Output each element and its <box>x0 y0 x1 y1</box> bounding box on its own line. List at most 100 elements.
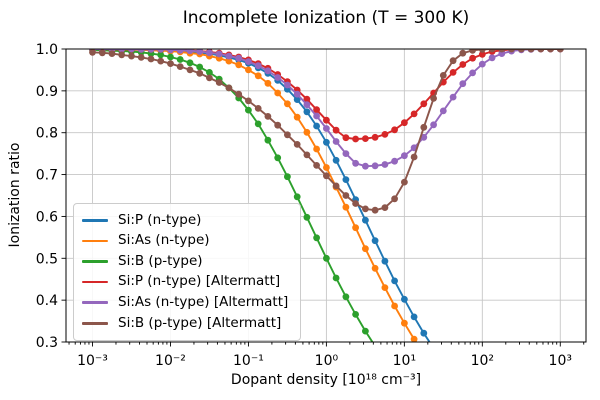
data-point <box>401 295 408 303</box>
data-point <box>254 72 262 80</box>
data-point <box>293 113 301 121</box>
data-point <box>274 121 282 129</box>
data-point <box>449 93 457 101</box>
data-point <box>459 80 467 88</box>
data-point <box>176 56 184 63</box>
data-point <box>196 49 204 55</box>
data-point <box>332 182 340 190</box>
data-point <box>332 274 340 282</box>
data-point <box>391 157 398 165</box>
data-point <box>401 152 408 160</box>
data-point <box>371 264 379 272</box>
data-point <box>449 57 457 65</box>
legend-label: Si:P (n-type) <box>118 211 202 228</box>
data-point <box>245 66 252 74</box>
data-point <box>206 74 213 82</box>
data-point <box>206 49 213 57</box>
data-point <box>186 59 194 67</box>
legend-label: Si:P (n-type) [Altermatt] <box>118 273 281 290</box>
data-point <box>537 49 545 53</box>
data-point <box>303 95 311 103</box>
data-point <box>469 54 476 62</box>
data-point <box>401 119 408 127</box>
data-point <box>556 49 564 53</box>
data-point <box>264 67 272 75</box>
data-point <box>147 49 155 53</box>
data-point <box>488 54 496 62</box>
data-point <box>313 162 320 169</box>
legend-line-sample <box>82 301 108 304</box>
data-point <box>372 343 379 350</box>
data-point <box>323 125 330 132</box>
data-point <box>303 108 311 116</box>
data-point <box>254 105 262 112</box>
data-point <box>176 63 184 70</box>
data-point <box>342 293 350 301</box>
data-point <box>410 313 418 321</box>
data-point <box>293 141 301 148</box>
data-point <box>245 97 252 105</box>
data-point <box>186 66 194 74</box>
data-point <box>498 49 506 53</box>
data-point <box>137 54 145 61</box>
data-point <box>469 69 476 77</box>
data-point <box>118 51 126 59</box>
data-point <box>235 90 243 98</box>
data-point <box>430 95 437 102</box>
data-point <box>459 61 467 68</box>
data-point <box>352 311 359 318</box>
data-point <box>186 49 194 55</box>
tick-marks <box>61 48 585 347</box>
data-point <box>381 284 389 291</box>
data-point <box>459 49 467 57</box>
data-point <box>391 277 398 285</box>
legend-label: Si:B (p-type) [Altermatt] <box>118 314 282 331</box>
data-point <box>323 164 330 171</box>
x-tick-label: 10³ <box>549 353 572 369</box>
data-point <box>332 156 340 164</box>
data-point <box>401 178 408 186</box>
data-point <box>508 49 515 53</box>
tick-labels: 10⁻³ 10⁻² 10⁻¹ 10⁰ 10¹ 10² 10³ 0.3 0.4 0.5 0.6 0.7 0… <box>36 42 572 369</box>
data-point <box>157 57 165 65</box>
data-point <box>274 74 282 81</box>
data-point <box>128 52 135 60</box>
legend-line-sample <box>82 219 108 222</box>
data-point <box>157 51 165 59</box>
legend-label: Si:B (p-type) <box>118 252 203 269</box>
data-point <box>157 49 165 53</box>
legend-label: Si:As (n-type) [Altermatt] <box>118 293 289 310</box>
data-point <box>303 101 311 109</box>
data-point <box>323 172 330 180</box>
data-point <box>478 49 486 53</box>
x-tick-label: 10⁰ <box>315 353 339 369</box>
data-point <box>225 52 233 60</box>
legend-line-sample <box>82 260 108 263</box>
data-point <box>439 72 447 79</box>
y-tick-label: 0.5 <box>36 251 58 267</box>
data-point <box>245 58 252 65</box>
data-point <box>323 116 330 124</box>
data-point <box>371 133 379 141</box>
data-point <box>352 224 359 232</box>
series-markers-si-b-p-type-altermatt <box>89 49 564 214</box>
data-point <box>196 69 204 77</box>
data-point <box>313 145 320 153</box>
legend-item-si-as-n-type: Si:As (n-type) <box>82 231 288 252</box>
legend-item-si-b-p-type-altermatt: Si:B (p-type) [Altermatt] <box>82 313 288 334</box>
data-point <box>352 200 359 207</box>
data-point <box>362 205 369 213</box>
data-point <box>440 358 447 365</box>
data-point <box>371 162 379 170</box>
data-point <box>391 126 398 134</box>
data-point <box>235 61 243 69</box>
data-point <box>264 136 272 144</box>
data-point <box>293 193 301 201</box>
data-point <box>410 335 418 342</box>
data-point <box>517 49 525 53</box>
data-point <box>274 154 282 162</box>
data-point <box>352 135 359 143</box>
x-axis-label: Dopant density [10¹⁸ cm⁻³] <box>230 372 422 388</box>
data-point <box>371 237 379 245</box>
